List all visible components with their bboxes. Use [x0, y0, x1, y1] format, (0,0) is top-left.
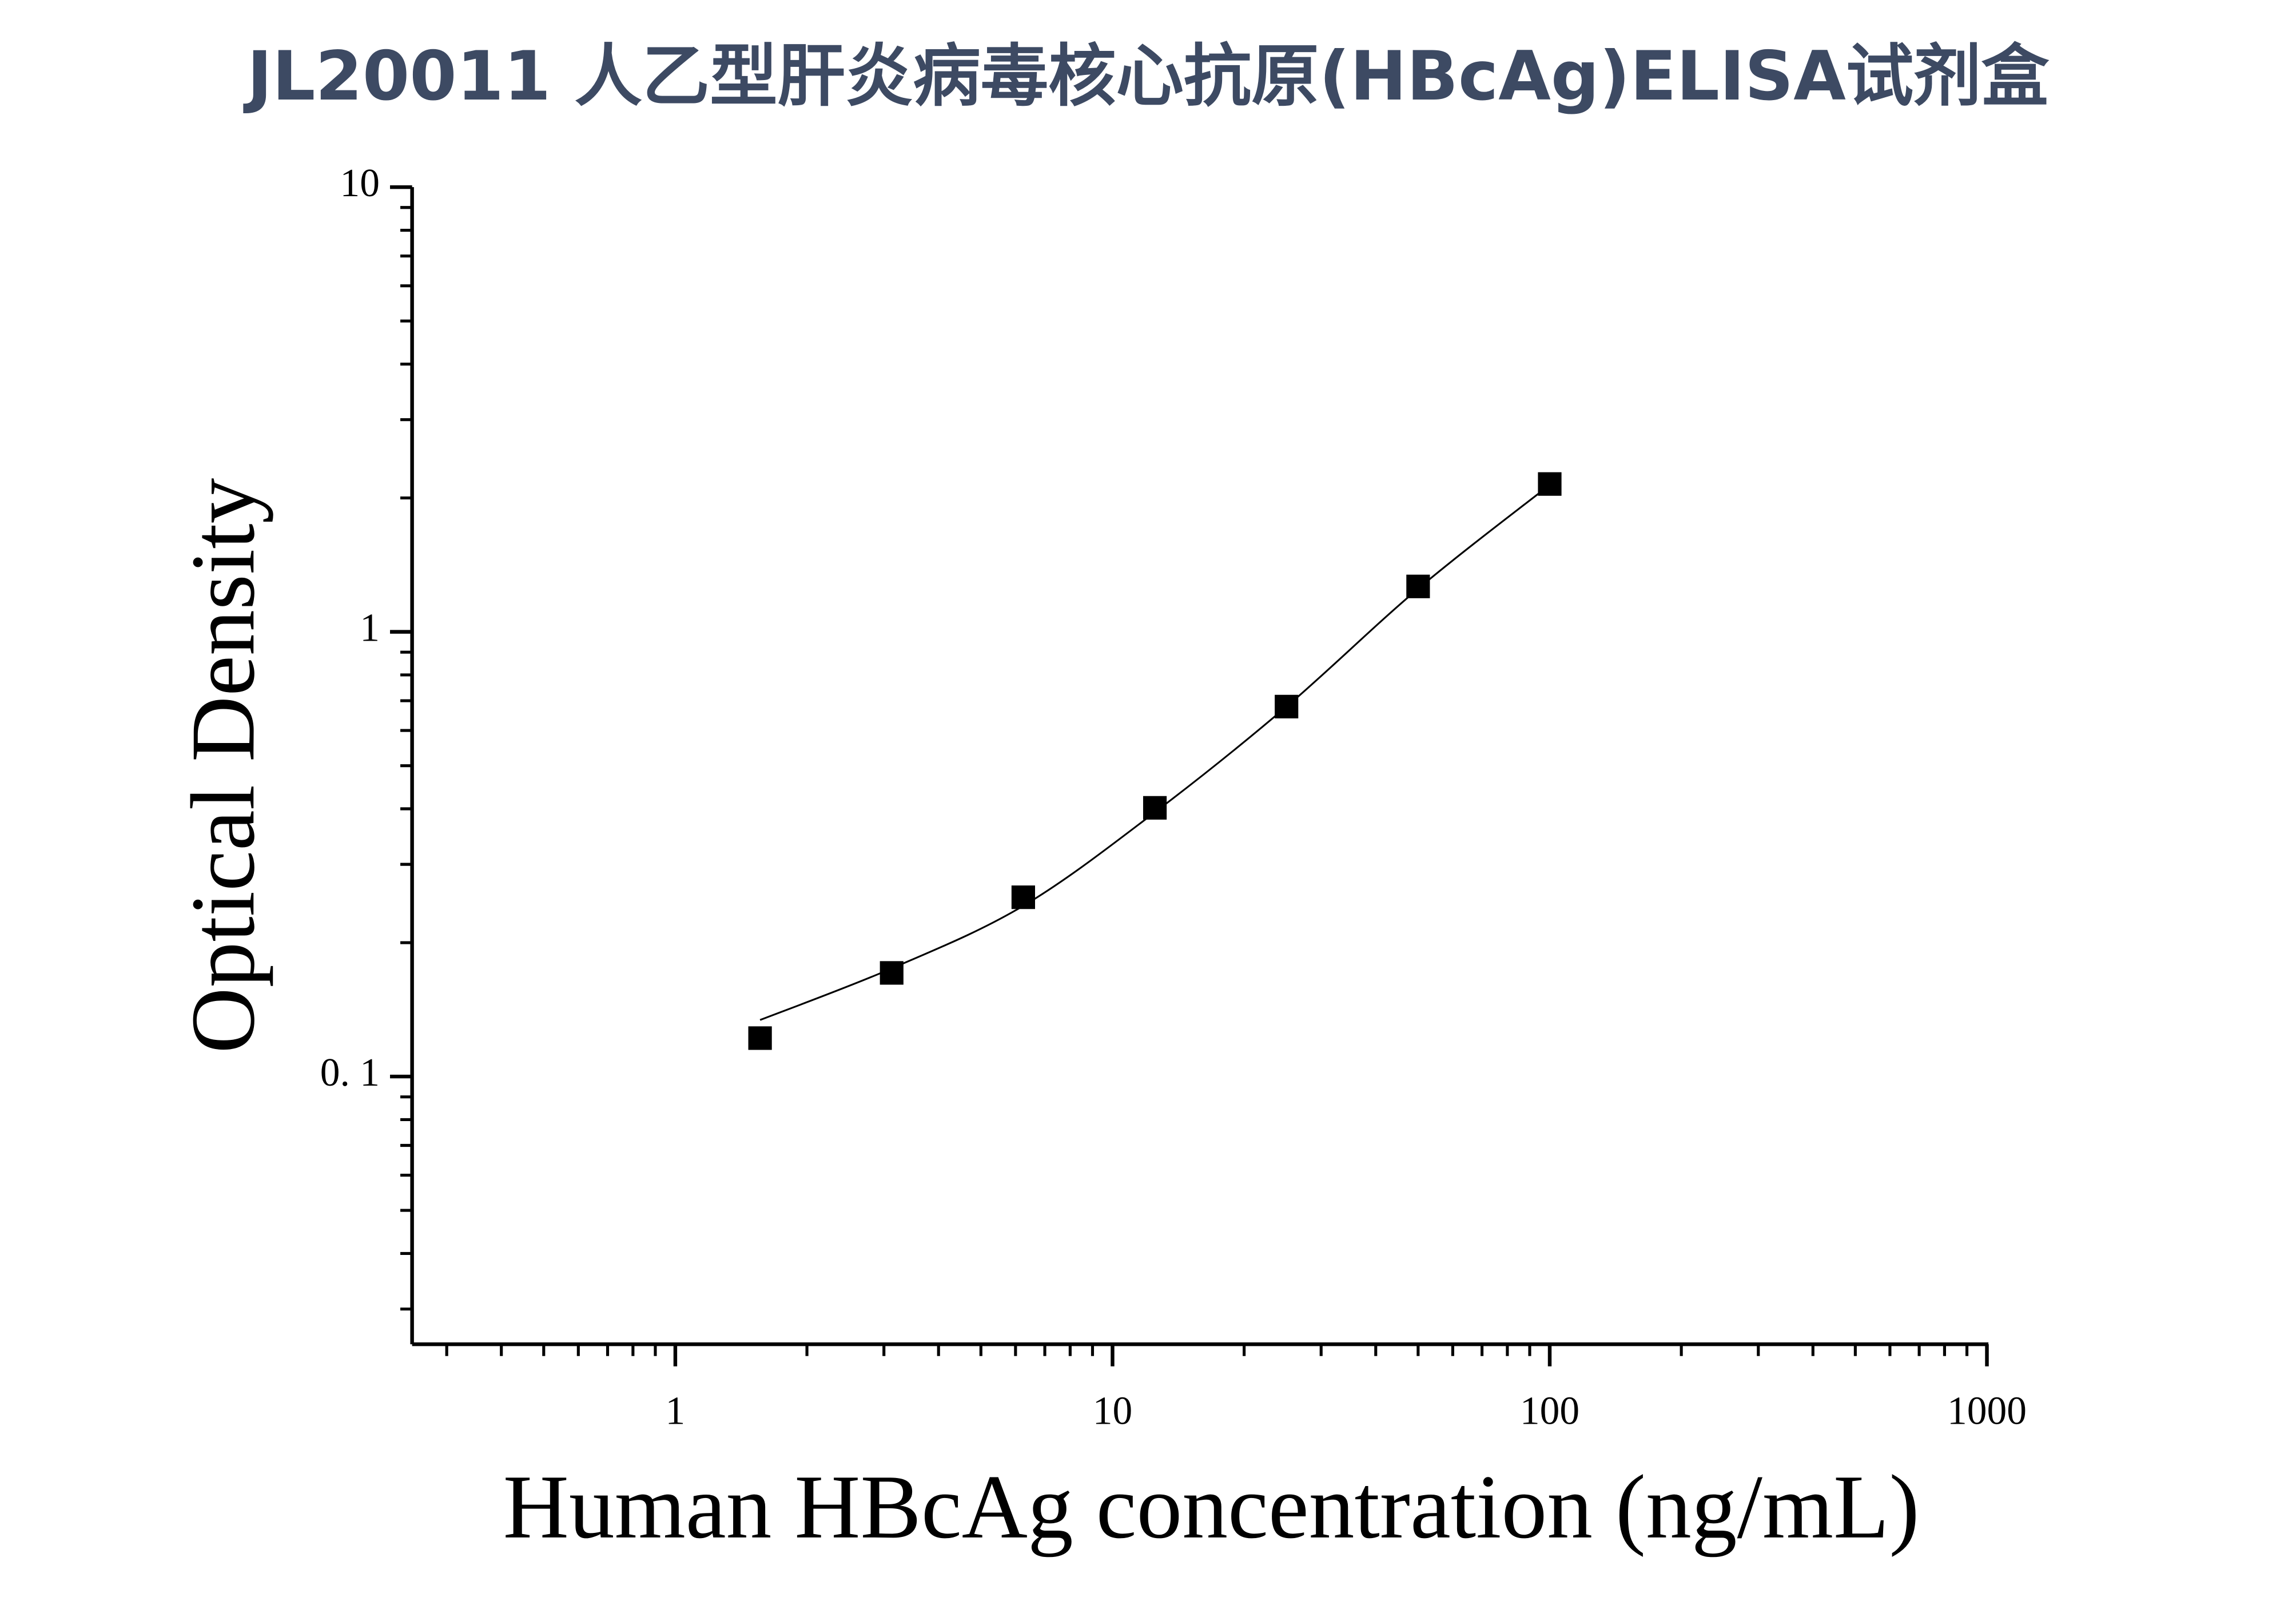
x-axis-label: Human HBcAg concentration (ng/mL) [503, 1456, 1920, 1558]
x-tick-label: 100 [1520, 1389, 1579, 1433]
data-point [748, 1026, 772, 1050]
x-tick-label: 1 [666, 1389, 686, 1433]
y-axis-label: Optical Density [172, 478, 273, 1053]
x-tick-label: 1000 [1947, 1389, 2027, 1433]
y-tick-label: 0. 1 [320, 1051, 380, 1095]
y-tick-label: 1 [360, 606, 380, 650]
y-tick-label: 10 [340, 161, 380, 205]
x-tick-label: 10 [1093, 1389, 1132, 1433]
data-point [1143, 796, 1167, 820]
fit-curve [759, 484, 1550, 1021]
chart-title: JL20011 人乙型肝炎病毒核心抗原(HBcAg)ELISA试剂盒 [243, 37, 2050, 116]
